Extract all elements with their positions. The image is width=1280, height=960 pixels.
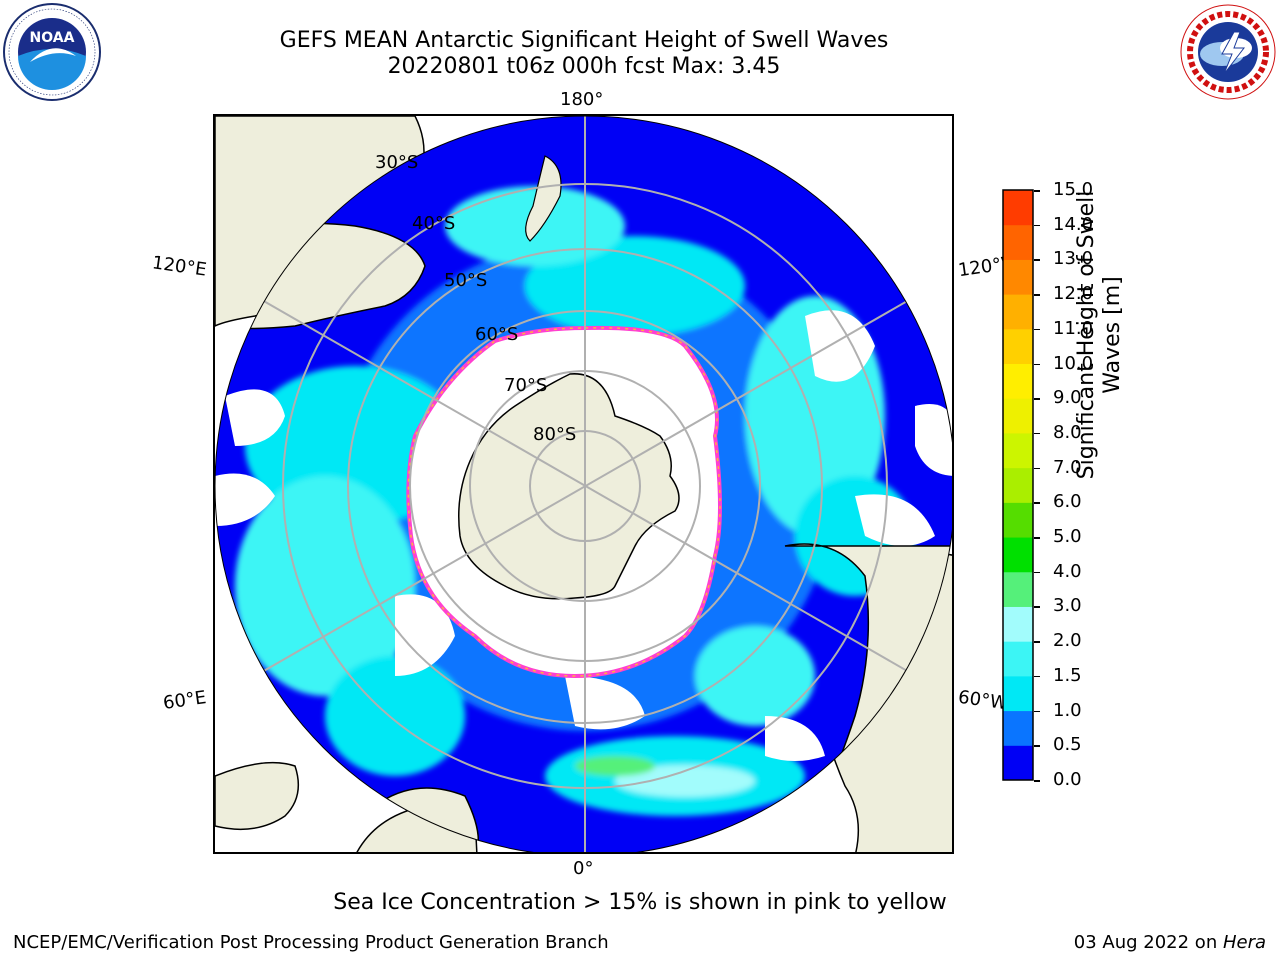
new-zealand [525, 155, 562, 242]
lon-label-0: 0° [573, 858, 594, 879]
footer-date: 03 Aug 2022 on Hera [1074, 932, 1266, 953]
colorbar-tick-mark [1034, 363, 1040, 366]
colorbar-swatch [1003, 398, 1033, 434]
footer-branch: NCEP/EMC/Verification Post Processing Pr… [13, 932, 609, 953]
footer-date-text: 03 Aug 2022 on [1073, 932, 1223, 953]
ice-edge-yellow [407, 327, 721, 677]
colorbar-swatch [1003, 745, 1033, 781]
colorbar [1002, 189, 1034, 781]
chart-title: GEFS MEAN Antarctic Significant Height o… [279, 28, 889, 53]
lat-label-40s: 40°S [412, 213, 456, 234]
colorbar-tick-mark [1034, 675, 1040, 678]
colorbar-swatch [1003, 363, 1033, 399]
colorbar-tick-mark [1034, 502, 1040, 504]
colorbar-tick-mark [1034, 710, 1040, 713]
lat-label-80s: 80°S [533, 424, 577, 445]
colorbar-tick-mark [1034, 641, 1040, 643]
footer-host: Hera [1222, 932, 1266, 953]
antarctica [458, 373, 680, 600]
colorbar-tick-label: 8.0 [1053, 421, 1082, 443]
colorbar-tick-label: 3.0 [1053, 595, 1082, 617]
lon-label-180: 180° [560, 89, 604, 110]
colorbar-tick-mark [1034, 432, 1040, 435]
colorbar-swatch [1003, 502, 1033, 538]
lat-label-60s: 60°S [475, 324, 519, 345]
polar-map-svg [215, 116, 952, 852]
colorbar-swatch [1003, 328, 1033, 365]
colorbar-tick-label: 6.0 [1053, 491, 1082, 513]
lat-label-70s: 70°S [504, 375, 548, 396]
colorbar-tick-label: 9.0 [1053, 387, 1082, 409]
colorbar-tick-mark [1034, 780, 1040, 782]
colorbar-tick-mark [1034, 571, 1040, 574]
colorbar-swatch [1003, 294, 1033, 330]
colorbar-label: Significant Height of Swell Waves [m] [1074, 190, 1125, 480]
colorbar-swatch [1003, 432, 1033, 469]
colorbar-tick-mark [1034, 328, 1040, 331]
colorbar-tick-mark [1034, 537, 1040, 539]
colorbar-swatch [1003, 467, 1033, 503]
colorbar-tick-label: 11.0 [1053, 317, 1094, 339]
colorbar-tick-label: 13.0 [1053, 248, 1094, 270]
polar-map [213, 114, 954, 854]
graticule [215, 116, 952, 852]
colorbar-swatch [1003, 224, 1033, 260]
colorbar-tick-mark [1034, 259, 1040, 261]
colorbar-tick-label: 0.0 [1053, 769, 1082, 790]
colorbar-tick-mark [1034, 190, 1040, 192]
colorbar-tick-label: 5.0 [1053, 526, 1082, 548]
colorbar-tick-label: 1.5 [1053, 664, 1082, 686]
colorbar-tick-mark [1034, 467, 1040, 470]
colorbar-tick-mark [1034, 745, 1040, 747]
colorbar-swatch [1003, 641, 1033, 677]
lat-label-50s: 50°S [444, 270, 488, 291]
lon-label-60e: 60°E [161, 687, 208, 714]
colorbar-tick-mark [1034, 606, 1040, 608]
colorbar-tick-label: 2.0 [1053, 630, 1082, 652]
colorbar-tick-mark [1034, 398, 1040, 400]
colorbar-swatch [1003, 710, 1033, 746]
colorbar-tick-label: 15.0 [1053, 179, 1094, 200]
sea-ice-note: Sea Ice Concentration > 15% is shown in … [333, 890, 947, 915]
chart-subtitle: 20220801 t06z 000h fcst Max: 3.45 [387, 54, 781, 79]
colorbar-tick-mark [1034, 224, 1040, 227]
colorbar-swatch [1003, 259, 1033, 295]
colorbar-tick-label: 1.0 [1053, 699, 1082, 721]
colorbar-tick-label: 12.0 [1053, 283, 1094, 305]
colorbar-tick-label: 14.0 [1053, 213, 1094, 235]
lon-label-120e: 120°E [150, 252, 208, 281]
colorbar-swatch [1003, 190, 1033, 226]
colorbar-tick-label: 4.0 [1053, 560, 1082, 582]
colorbar-tick-mark [1034, 294, 1040, 296]
lat-label-30s: 30°S [375, 152, 419, 173]
colorbar-swatch [1003, 675, 1033, 712]
colorbar-tick-label: 7.0 [1053, 456, 1082, 478]
colorbar-swatch [1003, 571, 1033, 607]
colorbar-tick-label: 0.5 [1053, 734, 1082, 756]
colorbar-swatch [1003, 606, 1033, 642]
colorbar-tick-label: 10.0 [1053, 352, 1094, 374]
noaa-logo-text: NOAA [30, 30, 75, 46]
nws-logo [1180, 4, 1276, 100]
colorbar-swatch [1003, 537, 1033, 573]
noaa-logo: NOAA [3, 3, 101, 101]
